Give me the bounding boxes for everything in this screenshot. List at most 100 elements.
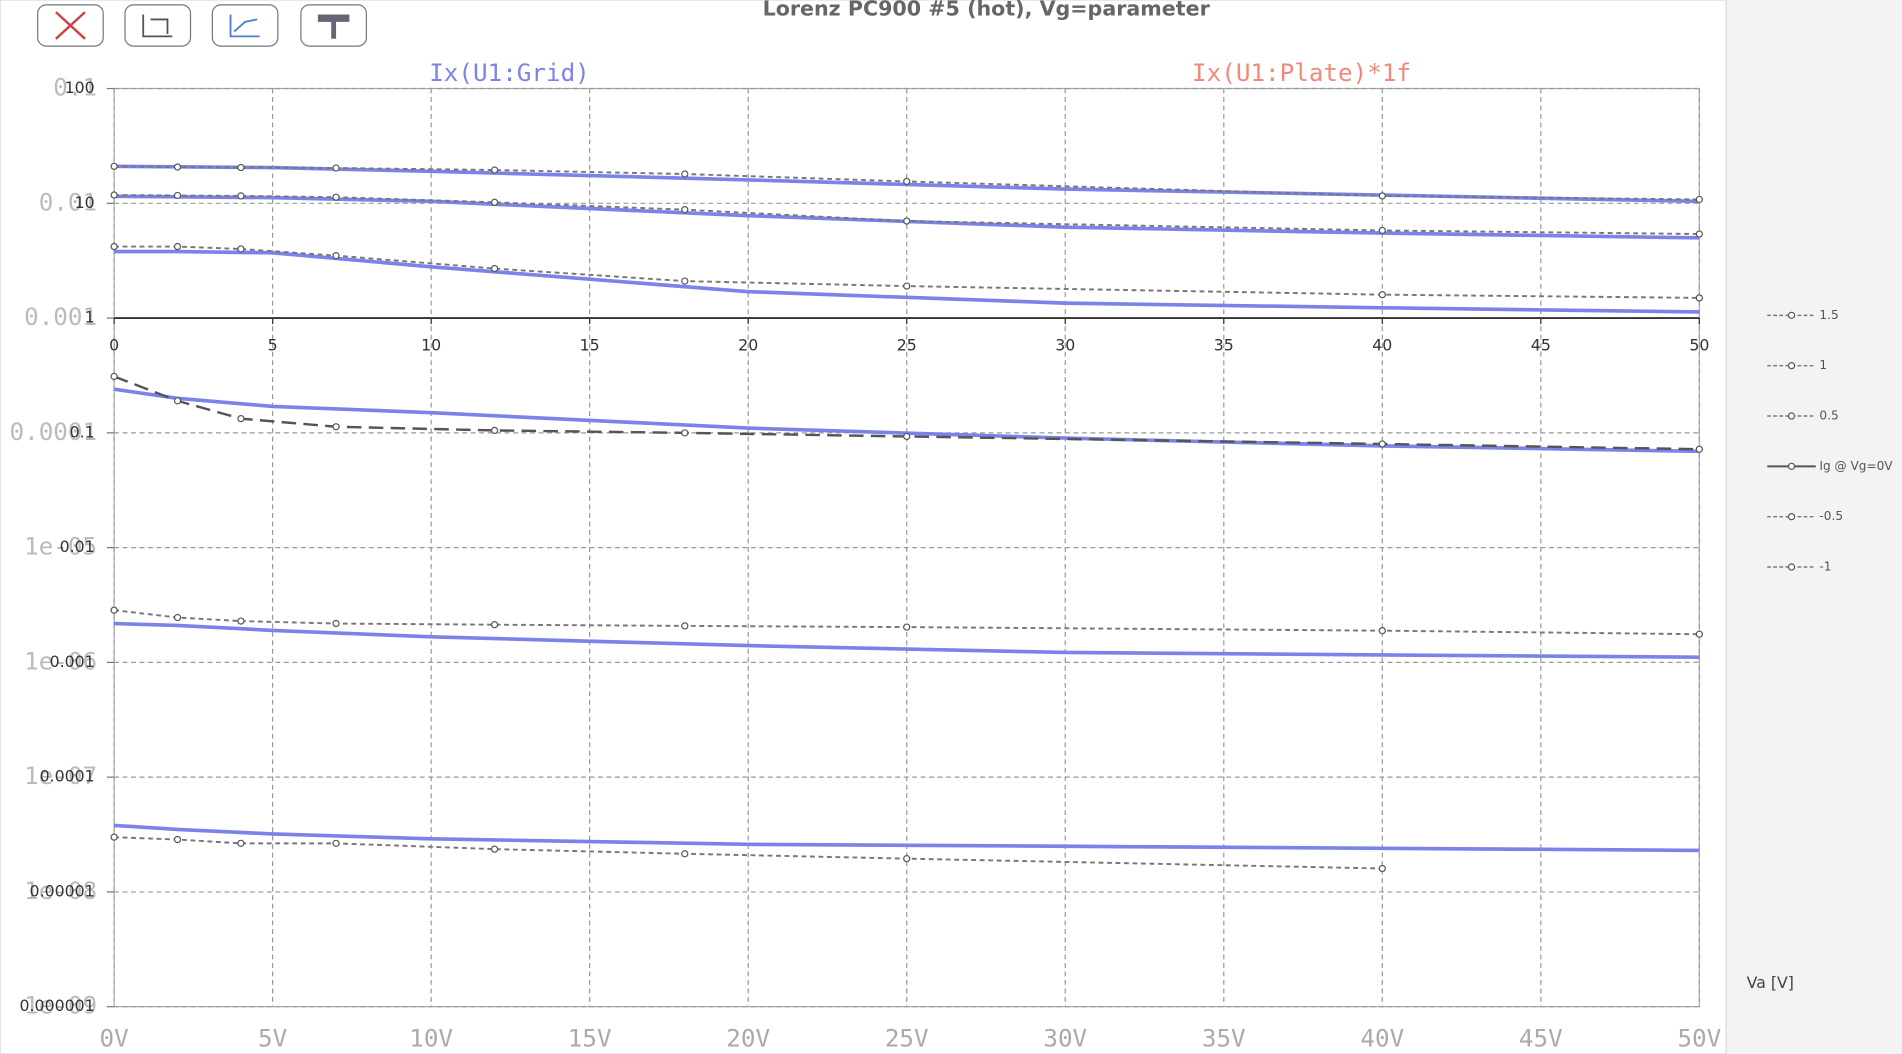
- data-point: [1378, 627, 1386, 635]
- data-point: [1378, 291, 1386, 299]
- icon: [55, 11, 86, 40]
- data-point: [173, 835, 182, 844]
- legend-marker: [1787, 311, 1796, 319]
- data-point: [110, 191, 118, 199]
- y-tick-label: 0.000001: [20, 996, 95, 1015]
- inner-x-tick-label: 40: [1372, 335, 1392, 354]
- data-point: [237, 414, 245, 423]
- data-point: [903, 855, 911, 863]
- y-tick-label: 0.01: [60, 537, 95, 556]
- data-point: [173, 397, 182, 405]
- data-point: [903, 623, 911, 631]
- data-point: [1378, 864, 1386, 873]
- legend-label: -0.5: [1819, 509, 1843, 523]
- y-tick-label: 1: [85, 308, 95, 327]
- data-point: [110, 242, 118, 251]
- legend-label: Ig @ Vg=0V: [1819, 459, 1893, 473]
- toolbar-button[interactable]: [211, 4, 279, 47]
- data-point: [681, 170, 689, 178]
- data-point: [1695, 630, 1703, 638]
- icon: [317, 14, 350, 39]
- data-point: [237, 192, 245, 200]
- measured-line: [113, 609, 1700, 636]
- sim-trace: [113, 823, 1700, 853]
- data-point: [110, 833, 118, 841]
- inner-x-tick-label: 5: [268, 335, 278, 354]
- legend-label: 0.5: [1819, 409, 1838, 423]
- x-tick-label: 0V: [100, 1023, 129, 1052]
- data-point: [490, 845, 499, 853]
- inner-x-tick-label: 35: [1214, 335, 1234, 354]
- data-point: [903, 177, 911, 186]
- data-point: [173, 613, 182, 622]
- inner-x-tick-label: 15: [580, 335, 600, 354]
- data-point: [490, 264, 499, 273]
- data-point: [332, 193, 340, 201]
- sim-trace: [114, 249, 1700, 314]
- trace-label: Ix(U1:Grid): [429, 58, 590, 87]
- toolbar-button[interactable]: [124, 4, 192, 47]
- y2-tick-label: 1e-07: [24, 761, 97, 790]
- data-point: [490, 426, 499, 435]
- data-point: [237, 245, 245, 253]
- data-point: [490, 166, 499, 174]
- x-tick-label: 10V: [409, 1023, 453, 1052]
- data-point: [332, 423, 340, 431]
- data-point: [903, 217, 911, 225]
- data-point: [1378, 226, 1386, 235]
- data-point: [237, 617, 245, 625]
- x-tick-label: 5V: [258, 1023, 287, 1052]
- x-tick-label: 40V: [1360, 1023, 1404, 1052]
- data-point: [681, 277, 689, 285]
- data-point: [332, 164, 340, 172]
- x-tick-label: 35V: [1202, 1023, 1246, 1052]
- window: [0, 0, 1727, 1054]
- data-point: [110, 372, 118, 381]
- data-point: [237, 163, 245, 172]
- y2-tick-label: 1e-09: [24, 991, 97, 1020]
- sim-trace: [114, 194, 1700, 240]
- data-point: [173, 191, 182, 200]
- y2-tick-label: 1e-08: [24, 876, 97, 905]
- data-point: [1378, 440, 1386, 448]
- data-point: [903, 282, 911, 290]
- measured-line: [114, 836, 1383, 870]
- x-tick-label: 50V: [1677, 1023, 1721, 1052]
- sim-trace: [114, 621, 1700, 660]
- x-tick-label: 15V: [568, 1023, 612, 1052]
- y2-tick-label: 1e-06: [24, 646, 97, 675]
- y-tick-label: 100: [65, 78, 95, 97]
- data-point: [681, 850, 689, 858]
- y-tick-label: 0.0001: [40, 767, 95, 786]
- legend-label: 1.5: [1819, 308, 1838, 322]
- inner-x-tick-label: 10: [421, 335, 441, 354]
- data-point: [110, 606, 118, 614]
- data-point: [681, 622, 689, 630]
- y2-tick-label: 1e-05: [24, 532, 97, 561]
- x-axis-label: Va [V]: [1747, 973, 1794, 992]
- legend-marker: [1787, 462, 1796, 470]
- legend-marker: [1787, 362, 1796, 370]
- data-point: [1378, 192, 1386, 200]
- data-point: [903, 432, 911, 441]
- data-point: [173, 163, 182, 171]
- x-tick-label: 20V: [726, 1023, 770, 1052]
- y2-tick-label: 0.1: [53, 73, 97, 102]
- inner-x-tick-label: 50: [1689, 335, 1709, 354]
- data-point: [1695, 445, 1703, 453]
- data-point: [332, 619, 340, 628]
- data-point: [1695, 230, 1703, 238]
- trace-label: Ix(U1:Plate)*1f: [1192, 58, 1411, 87]
- x-tick-label: 30V: [1043, 1023, 1087, 1052]
- toolbar: [37, 4, 367, 47]
- inner-x-tick-label: 45: [1531, 335, 1551, 354]
- data-point: [490, 621, 499, 629]
- data-point: [332, 251, 340, 260]
- inner-x-tick-label: 30: [1055, 335, 1075, 354]
- chart-title: Lorenz PC900 #5 (hot), Vg=parameter: [763, 0, 1211, 21]
- data-point: [332, 839, 340, 847]
- legend-marker: [1787, 513, 1796, 521]
- data-point: [1695, 195, 1703, 204]
- x-tick-label: 25V: [885, 1023, 929, 1052]
